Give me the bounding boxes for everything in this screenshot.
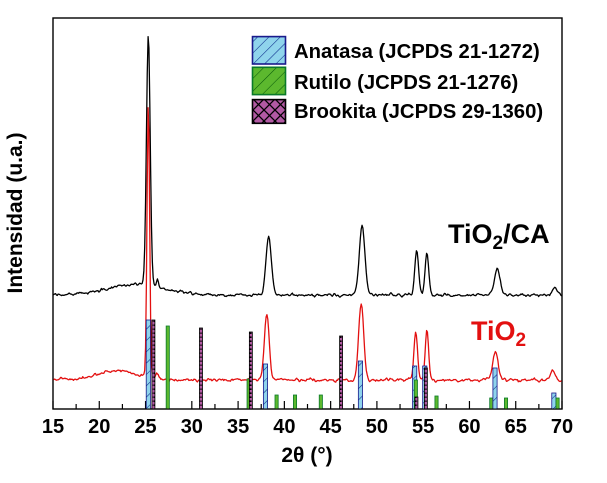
svg-text:70: 70: [551, 416, 573, 438]
svg-text:65: 65: [505, 416, 527, 438]
svg-text:Rutilo (JCPDS 21-1276): Rutilo (JCPDS 21-1276): [294, 72, 518, 94]
svg-text:Anatasa (JCPDS 21-1272): Anatasa (JCPDS 21-1272): [294, 41, 540, 63]
svg-text:20: 20: [88, 416, 110, 438]
svg-text:15: 15: [42, 416, 64, 438]
svg-text:Brookita (JCPDS 29-1360): Brookita (JCPDS 29-1360): [294, 101, 543, 123]
svg-text:50: 50: [366, 416, 388, 438]
svg-text:40: 40: [273, 416, 295, 438]
svg-text:30: 30: [181, 416, 203, 438]
svg-text:TiO2/CA: TiO2/CA: [448, 219, 550, 254]
svg-text:35: 35: [227, 416, 249, 438]
svg-text:2θ (°): 2θ (°): [281, 444, 332, 467]
svg-text:Intensidad (u.a.): Intensidad (u.a.): [4, 132, 27, 293]
svg-text:25: 25: [134, 416, 156, 438]
svg-text:45: 45: [320, 416, 342, 438]
svg-text:TiO2: TiO2: [471, 316, 526, 351]
svg-text:60: 60: [458, 416, 480, 438]
svg-text:55: 55: [412, 416, 434, 438]
